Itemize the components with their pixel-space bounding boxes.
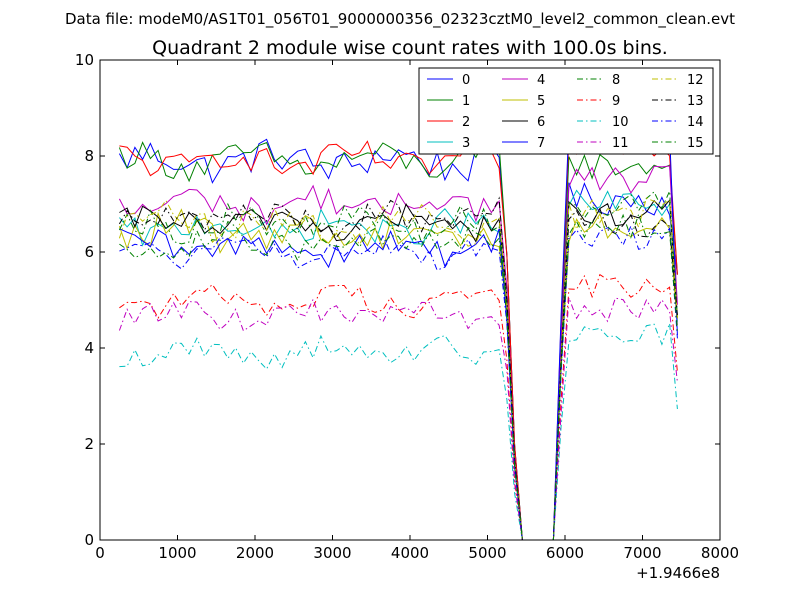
x-tick-label: 7000 bbox=[623, 544, 661, 562]
legend-label-7: 7 bbox=[537, 136, 545, 151]
x-tick-label: 0 bbox=[95, 544, 105, 562]
series-line-15 bbox=[119, 212, 678, 541]
series-line-2 bbox=[119, 132, 678, 541]
legend-label-1: 1 bbox=[462, 94, 470, 109]
legend-label-9: 9 bbox=[612, 94, 620, 109]
y-tick-label: 0 bbox=[84, 531, 94, 549]
x-tick-label: 1000 bbox=[158, 544, 196, 562]
x-tick-label: 2000 bbox=[236, 544, 274, 562]
series-line-12 bbox=[118, 197, 678, 541]
series-line-7 bbox=[119, 120, 678, 541]
y-tick-label: 8 bbox=[84, 147, 94, 165]
series-line-5 bbox=[118, 208, 678, 541]
y-tick-label: 6 bbox=[84, 243, 94, 261]
legend-label-10: 10 bbox=[612, 115, 629, 130]
series-line-8 bbox=[118, 190, 678, 541]
x-offset-label: +1.9466e8 bbox=[636, 564, 720, 582]
x-tick-label: 4000 bbox=[391, 544, 429, 562]
legend-label-8: 8 bbox=[612, 73, 620, 88]
legend-frame bbox=[418, 67, 714, 155]
series-line-10 bbox=[119, 323, 678, 541]
chart-title: Quadrant 2 module wise count rates with … bbox=[152, 37, 668, 59]
legend-label-4: 4 bbox=[537, 73, 545, 88]
legend-label-6: 6 bbox=[537, 115, 545, 130]
legend-label-3: 3 bbox=[462, 136, 470, 151]
legend-label-2: 2 bbox=[462, 115, 470, 130]
legend-label-12: 12 bbox=[687, 73, 704, 88]
series-line-6 bbox=[119, 198, 678, 541]
series-line-11 bbox=[118, 297, 678, 541]
x-tick-label: 8000 bbox=[701, 544, 739, 562]
series-line-14 bbox=[119, 224, 678, 541]
legend-label-13: 13 bbox=[687, 94, 704, 109]
y-tick-label: 10 bbox=[75, 51, 94, 69]
x-tick-label: 3000 bbox=[313, 544, 351, 562]
legend-label-0: 0 bbox=[462, 73, 470, 88]
y-tick-label: 2 bbox=[84, 435, 94, 453]
datafile-label: Data file: modeM0/AS1T01_056T01_90000003… bbox=[65, 10, 735, 29]
legend-label-15: 15 bbox=[687, 136, 704, 151]
y-tick-label: 4 bbox=[84, 339, 94, 357]
series-line-13 bbox=[118, 196, 678, 541]
series-layer bbox=[118, 120, 678, 541]
series-line-9 bbox=[119, 273, 678, 541]
legend-label-11: 11 bbox=[612, 136, 629, 151]
x-tick-label: 5000 bbox=[468, 544, 506, 562]
series-line-4 bbox=[118, 165, 678, 541]
legend-label-14: 14 bbox=[687, 115, 704, 130]
x-tick-label: 6000 bbox=[546, 544, 584, 562]
series-line-1 bbox=[118, 140, 678, 541]
series-line-0 bbox=[118, 138, 678, 541]
legend-label-5: 5 bbox=[537, 94, 545, 109]
